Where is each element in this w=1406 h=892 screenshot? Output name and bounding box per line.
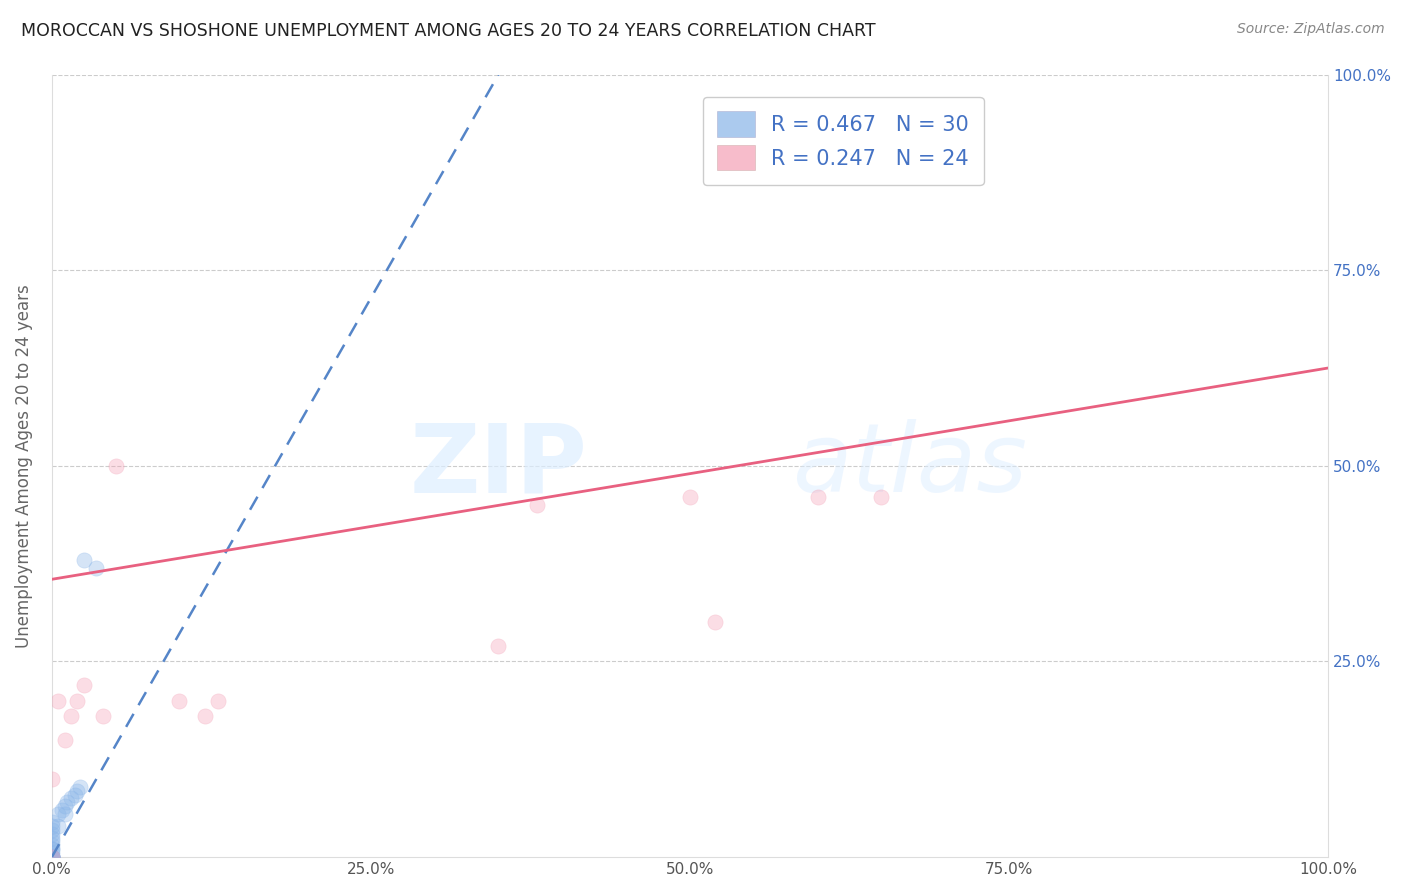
- Point: [66, 693, 89, 707]
- Point: [73, 553, 96, 567]
- Point: [870, 490, 893, 504]
- Point: [41, 850, 63, 864]
- Point: [41, 850, 63, 864]
- Point: [73, 678, 96, 692]
- Point: [41, 850, 63, 864]
- Point: [526, 498, 548, 512]
- Point: [104, 458, 127, 473]
- Point: [41, 850, 63, 864]
- Point: [41, 850, 63, 864]
- Point: [704, 615, 727, 630]
- Point: [46, 807, 69, 822]
- Point: [69, 780, 91, 794]
- Point: [51, 803, 73, 817]
- Point: [86, 560, 108, 574]
- Point: [41, 850, 63, 864]
- Point: [41, 850, 63, 864]
- Point: [41, 822, 63, 837]
- Point: [488, 639, 510, 653]
- Point: [46, 693, 69, 707]
- Point: [91, 709, 114, 723]
- Point: [41, 814, 63, 829]
- Point: [194, 709, 217, 723]
- Text: Source: ZipAtlas.com: Source: ZipAtlas.com: [1237, 22, 1385, 37]
- Point: [41, 838, 63, 853]
- Point: [169, 693, 191, 707]
- Text: MOROCCAN VS SHOSHONE UNEMPLOYMENT AMONG AGES 20 TO 24 YEARS CORRELATION CHART: MOROCCAN VS SHOSHONE UNEMPLOYMENT AMONG …: [21, 22, 876, 40]
- Point: [59, 791, 82, 805]
- Text: ZIP: ZIP: [411, 419, 588, 512]
- Point: [41, 772, 63, 786]
- Point: [59, 709, 82, 723]
- Point: [41, 850, 63, 864]
- Point: [46, 819, 69, 833]
- Point: [53, 807, 76, 822]
- Point: [63, 788, 86, 802]
- Point: [41, 847, 63, 861]
- Point: [66, 783, 89, 797]
- Point: [207, 693, 229, 707]
- Point: [806, 490, 828, 504]
- Point: [41, 819, 63, 833]
- Point: [41, 834, 63, 848]
- Point: [56, 796, 79, 810]
- Point: [41, 827, 63, 841]
- Point: [41, 830, 63, 845]
- Legend: R = 0.467   N = 30, R = 0.247   N = 24: R = 0.467 N = 30, R = 0.247 N = 24: [703, 96, 984, 185]
- Point: [53, 799, 76, 814]
- Point: [53, 732, 76, 747]
- Point: [679, 490, 702, 504]
- Y-axis label: Unemployment Among Ages 20 to 24 years: Unemployment Among Ages 20 to 24 years: [15, 284, 32, 648]
- Point: [41, 850, 63, 864]
- Point: [41, 842, 63, 856]
- Point: [41, 842, 63, 856]
- Text: atlas: atlas: [792, 419, 1026, 512]
